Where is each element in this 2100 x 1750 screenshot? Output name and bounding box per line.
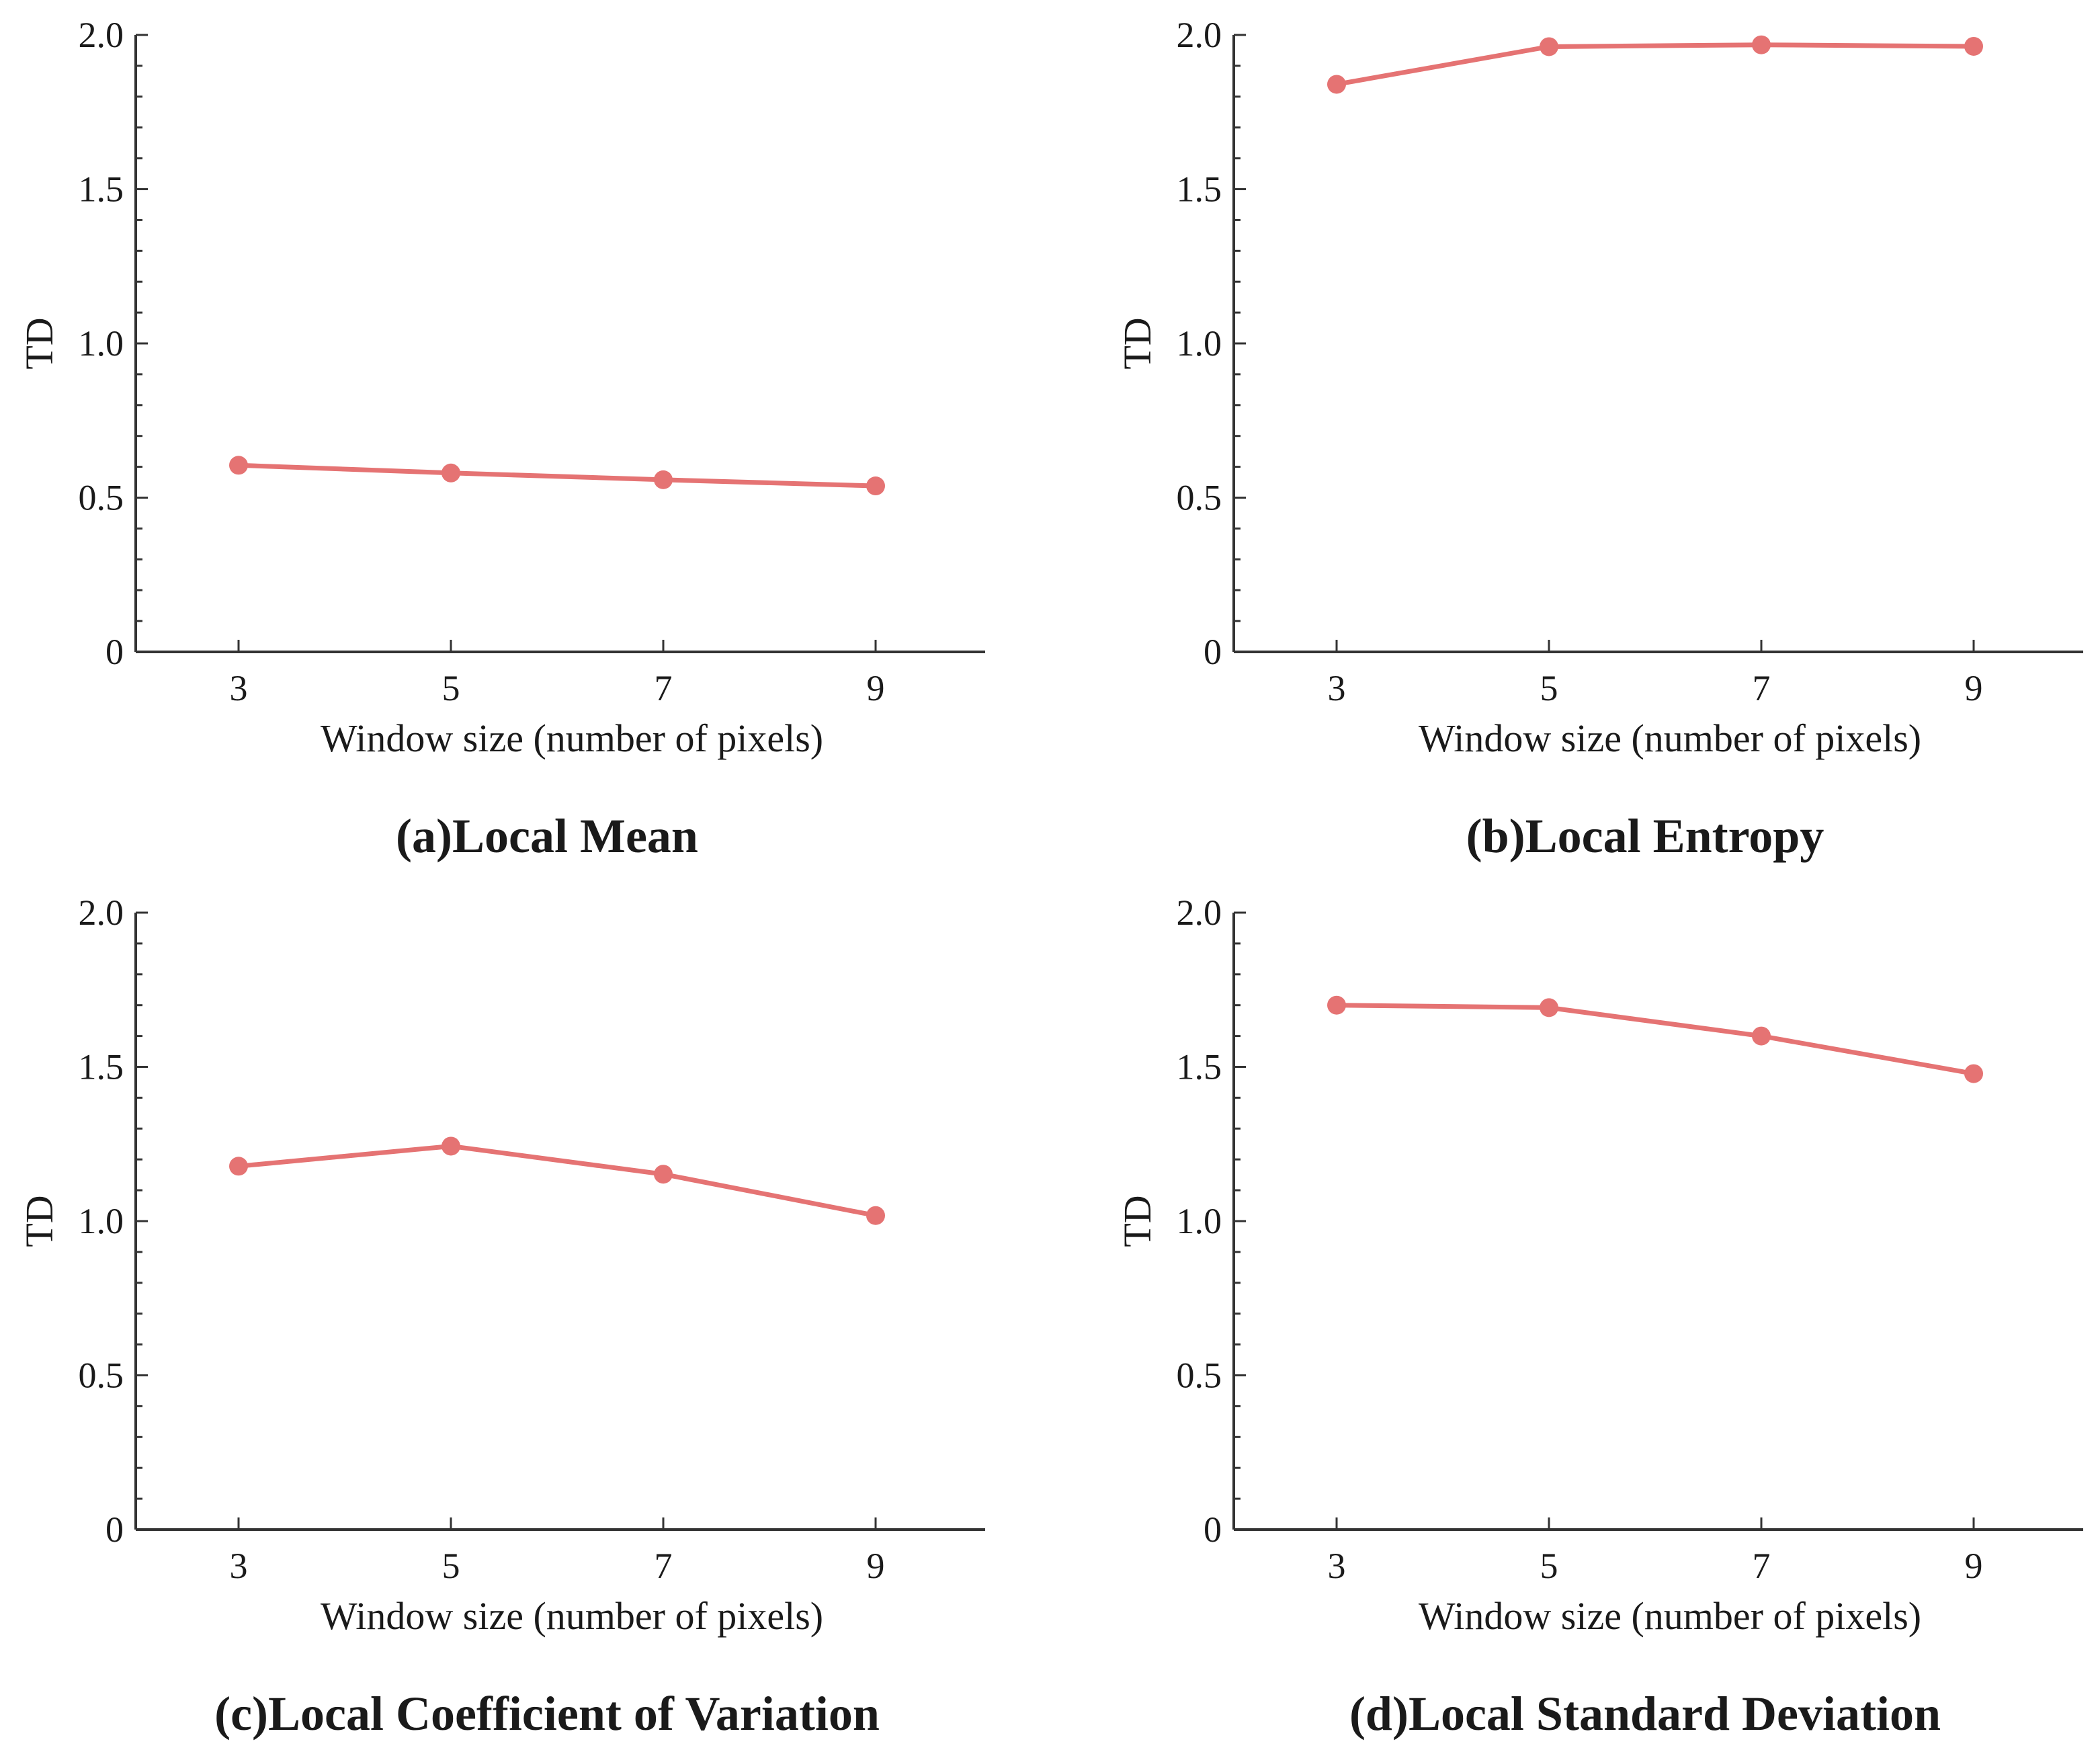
y-tick-label: 1.5 (1177, 1047, 1222, 1087)
data-point (442, 463, 460, 483)
panel-caption: (a)Local Mean (396, 809, 698, 863)
chart-panel-2: 0 0.5 1.0 1.5 2.0 3 5 7 9 Window size (number of … (1116, 15, 2083, 863)
x-tick-label: 9 (1965, 668, 1983, 708)
x-tick-label: 7 (1753, 668, 1771, 708)
y-tick-label: 2.0 (1177, 15, 1222, 55)
y-tick-label: 0 (106, 632, 124, 672)
chart-panel-1: 0 0.5 1.0 1.5 2.0 3 5 7 9 Window size (number of … (17, 15, 985, 863)
data-point (1752, 35, 1771, 54)
data-point (1964, 36, 1983, 56)
data-point (1964, 1064, 1983, 1083)
y-tick-label: 2.0 (79, 15, 124, 55)
panel-caption: (c)Local Coefficient of Variation (214, 1687, 880, 1741)
y-axis-label: TD (1116, 317, 1159, 369)
x-tick-label: 9 (867, 668, 885, 708)
data-point (654, 1165, 673, 1184)
x-tick-label: 5 (1540, 1546, 1558, 1586)
y-tick-label: 1.5 (79, 169, 124, 210)
chart-panel-4: 0 0.5 1.0 1.5 2.0 3 5 7 9 Window size (number of … (1116, 892, 2083, 1741)
y-tick-label: 0.5 (79, 478, 124, 518)
x-tick-label: 3 (1328, 1546, 1346, 1586)
y-tick-label: 1.0 (1177, 323, 1222, 364)
data-point (866, 1206, 885, 1225)
x-tick-label: 5 (1540, 668, 1558, 708)
y-tick-label: 0 (1204, 632, 1222, 672)
data-point (866, 476, 885, 496)
x-tick-label: 7 (655, 668, 673, 708)
x-tick-label: 3 (230, 668, 248, 708)
y-tick-label: 0.5 (79, 1356, 124, 1396)
x-tick-label: 7 (655, 1546, 673, 1586)
x-axis-label: Window size (number of pixels) (321, 716, 823, 760)
data-point (1327, 75, 1346, 94)
x-tick-label: 5 (442, 1546, 460, 1586)
x-tick-label: 5 (442, 668, 460, 708)
x-axis-label: Window size (number of pixels) (1419, 1594, 1921, 1638)
data-point (1327, 995, 1346, 1015)
y-tick-label: 1.0 (1177, 1201, 1222, 1241)
panel-caption: (b)Local Entropy (1466, 809, 1824, 863)
series-line (238, 462, 876, 489)
y-tick-label: 0.5 (1177, 478, 1222, 518)
panel-caption: (d)Local Standard Deviation (1349, 1687, 1941, 1741)
series-line (1336, 42, 1974, 87)
data-point (229, 1157, 248, 1176)
y-axis-label: TD (17, 1195, 61, 1247)
x-tick-label: 9 (867, 1546, 885, 1586)
x-axis-label: Window size (number of pixels) (321, 1594, 823, 1638)
x-tick-label: 9 (1965, 1546, 1983, 1586)
chart-panel-3: 0 0.5 1.0 1.5 2.0 3 5 7 9 Window size (number of … (17, 892, 985, 1741)
y-tick-label: 0.5 (1177, 1356, 1222, 1396)
y-tick-label: 1.0 (79, 1201, 124, 1241)
y-tick-label: 1.5 (79, 1047, 124, 1087)
y-tick-label: 1.5 (1177, 169, 1222, 210)
data-point (654, 470, 673, 489)
y-axis-label: TD (17, 317, 61, 369)
data-point (1540, 37, 1558, 56)
y-tick-label: 0 (106, 1509, 124, 1550)
x-tick-label: 3 (1328, 668, 1346, 708)
data-point (1752, 1026, 1771, 1046)
y-tick-label: 1.0 (79, 323, 124, 364)
x-tick-label: 3 (230, 1546, 248, 1586)
data-point (442, 1136, 460, 1156)
data-point (1540, 998, 1558, 1017)
data-point (229, 456, 248, 475)
series-line (1336, 1003, 1974, 1077)
y-tick-label: 0 (1204, 1509, 1222, 1550)
x-tick-label: 7 (1753, 1546, 1771, 1586)
y-tick-label: 2.0 (1177, 892, 1222, 933)
series-line (238, 1143, 876, 1218)
y-tick-label: 2.0 (79, 892, 124, 933)
y-axis-label: TD (1116, 1195, 1159, 1247)
x-axis-label: Window size (number of pixels) (1419, 716, 1921, 760)
